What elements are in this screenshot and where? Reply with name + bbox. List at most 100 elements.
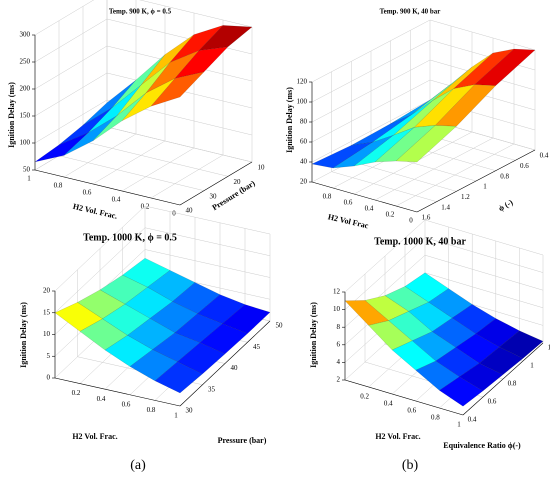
z-tick-label: 60 [300, 138, 308, 146]
z-axis-label: Ignition Delay (ms) [19, 302, 28, 368]
z-tick-label: 10 [43, 330, 51, 338]
y-tick-label: 0.8 [508, 380, 517, 388]
surface-chart: 0.2 0.4 0.6 0.8 1 0.4 0.6 0.8 1 1.2 2 4 6 8 10 12 Temp. … [309, 219, 550, 450]
chart-title: Temp. 1000 K, 40 bar [374, 236, 466, 247]
z-tick-label: 4 [337, 358, 341, 366]
y-axis-label: Equivalence Ratio ϕ(-) [443, 441, 521, 450]
surface-patch [199, 323, 248, 355]
y-tick-label: 45 [253, 343, 261, 351]
x-tick-label: 0.8 [323, 193, 332, 201]
x-tick-label: 0.4 [384, 400, 393, 408]
z-tick-label: 6 [337, 340, 341, 348]
surface-chart: 0.2 0.4 0.6 0.8 1 30 35 40 45 50 0 5 10 15 20 Temp. 100… [19, 205, 284, 445]
x-tick-label: 0.4 [97, 395, 106, 403]
y-axis-label: Pressure (bar) [218, 436, 267, 445]
x-axis-label: H2 Vol. Frac. [72, 432, 117, 441]
y-tick-label: 1.2 [548, 344, 550, 352]
chart-title: Temp. 900 K, ϕ = 0.5 [109, 8, 172, 16]
y-tick-label: 40 [186, 207, 194, 215]
x-tick-label: 0.6 [407, 407, 416, 415]
x-tick-label: 0.6 [83, 189, 92, 197]
z-tick-label: 50 [23, 166, 31, 174]
x-tick-label: 0 [409, 217, 413, 225]
chart-title: Temp. 1000 K, ϕ = 0.5 [83, 232, 177, 243]
x-axis [54, 377, 181, 407]
y-tick-label: 0.6 [488, 398, 497, 406]
y-axis [416, 149, 536, 213]
y-axis [179, 161, 253, 206]
x-axis-label: H2 Vol Frac [327, 212, 370, 230]
x-tick-label: 0.4 [112, 196, 121, 204]
surface-patch [353, 127, 415, 167]
z-tick-label: 80 [300, 118, 308, 126]
surface-patch [154, 361, 203, 394]
panel-label: (b) [402, 458, 419, 473]
panel-label: (a) [130, 458, 146, 473]
x-axis-label: H2 Vol. Frac. [72, 202, 118, 221]
y-tick-label: 0.4 [468, 416, 477, 424]
z-axis-label: Ignition Delay (ms) [7, 82, 16, 148]
z-axis-label: Ignition Delay (ms) [285, 87, 294, 153]
y-tick-label: 30 [186, 407, 194, 415]
z-tick-label: 40 [300, 158, 308, 166]
x-axis [34, 169, 181, 206]
x-tick-label: 0.6 [122, 400, 131, 408]
z-axis-label: Ignition Delay (ms) [309, 302, 318, 368]
z-tick-label: 20 [300, 178, 308, 186]
surface-chart: 00.20.40.60.811020304050100150200250300T… [7, 0, 265, 221]
grid-line [331, 71, 437, 202]
x-tick-label: 0.6 [344, 199, 353, 207]
y-tick-label: 1.2 [461, 193, 470, 201]
x-axis [344, 379, 464, 416]
x-axis-label: H2 Vol. Frac. [375, 432, 420, 441]
x-tick-label: 1 [27, 175, 31, 183]
z-tick-label: 0 [47, 374, 51, 382]
surface-patch [439, 376, 484, 407]
y-tick-label: 20 [234, 178, 242, 186]
z-tick-label: 120 [297, 78, 308, 86]
x-tick-label: 1 [457, 421, 461, 429]
x-tick-label: 0.8 [54, 182, 63, 190]
x-tick-label: 1 [174, 412, 178, 420]
x-tick-label: 0.8 [147, 406, 156, 414]
x-tick-label: 0.2 [360, 393, 369, 401]
y-axis-label: ϕ (-) [497, 198, 515, 213]
x-tick-label: 0.4 [365, 205, 374, 213]
surface-patch [332, 135, 394, 169]
z-tick-label: 8 [337, 323, 341, 331]
x-tick-label: 0.2 [72, 389, 81, 397]
z-tick-label: 100 [297, 98, 308, 106]
y-axis [462, 342, 544, 416]
surface-patch [395, 125, 457, 163]
x-axis [311, 181, 418, 213]
y-tick-label: 1 [483, 183, 487, 191]
z-tick-label: 150 [20, 112, 31, 120]
chart-title: Temp. 900 K, 40 bar [380, 8, 441, 16]
y-tick-label: 10 [258, 164, 266, 172]
surface-chart: 0 0.2 0.4 0.6 0.8 0.4 0.6 0.8 1 1.2 1.4 1.6 20 40 60 80… [285, 8, 549, 231]
y-tick-label: 30 [210, 192, 218, 200]
z-tick-label: 20 [43, 287, 51, 295]
y-axis [179, 320, 271, 407]
y-tick-label: 35 [208, 385, 216, 393]
surface-patch [150, 71, 205, 107]
y-tick-label: 1.4 [441, 203, 450, 211]
x-tick-label: 0 [172, 210, 176, 218]
z-tick-label: 15 [43, 308, 51, 316]
z-tick-label: 300 [20, 31, 31, 39]
z-tick-label: 10 [333, 305, 341, 313]
y-tick-label: 0.4 [540, 152, 549, 160]
z-tick-label: 100 [20, 139, 31, 147]
x-tick-label: 0.2 [386, 211, 395, 219]
y-tick-label: 1.6 [422, 214, 431, 222]
y-tick-label: 0.6 [520, 162, 529, 170]
z-tick-label: 250 [20, 58, 31, 66]
y-tick-label: 0.8 [500, 172, 509, 180]
surface-patch [121, 78, 176, 121]
z-tick-label: 2 [337, 376, 341, 384]
x-tick-label: 0.8 [431, 414, 440, 422]
z-tick-label: 5 [47, 352, 51, 360]
y-tick-label: 1 [530, 362, 534, 370]
y-tick-label: 50 [276, 322, 284, 330]
